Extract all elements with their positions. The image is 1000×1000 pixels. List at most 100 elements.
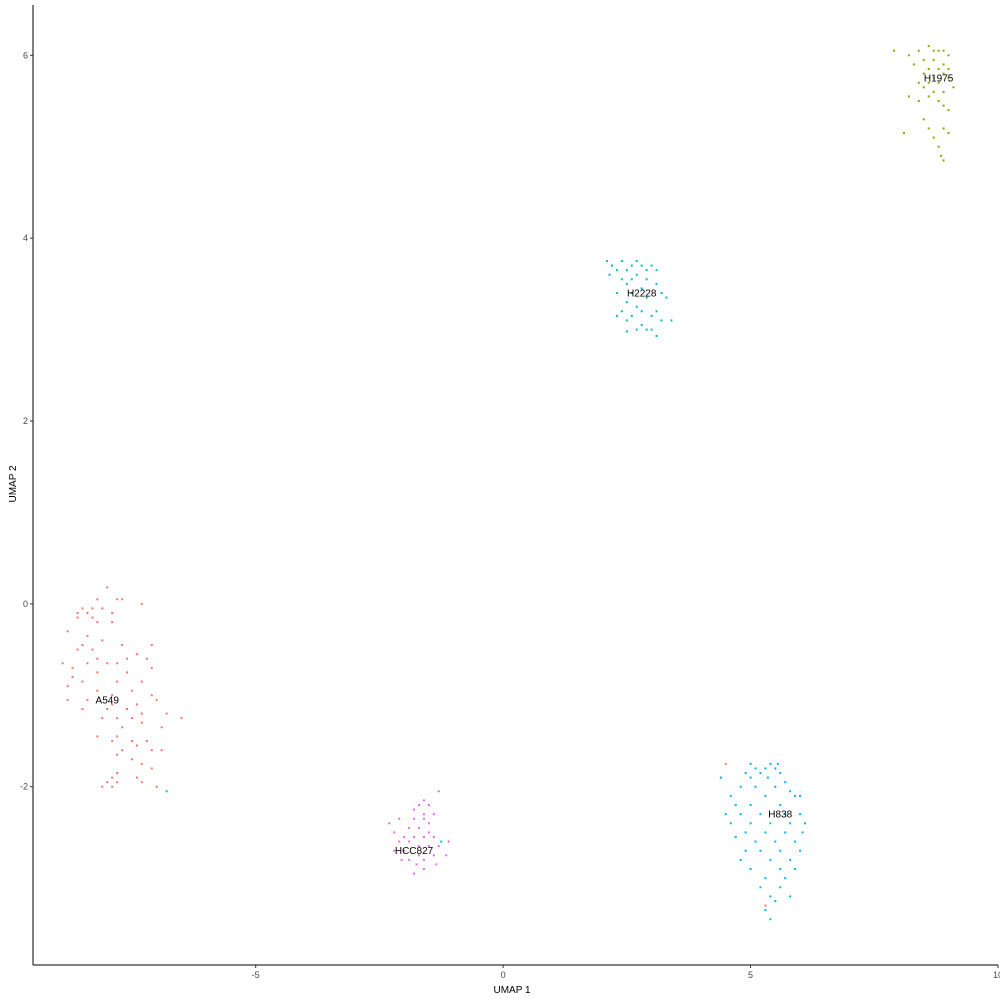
point-h2228 [625, 330, 628, 333]
point-a549 [121, 598, 124, 601]
point-hcc827 [408, 858, 411, 861]
point-h1975 [937, 145, 940, 148]
point-hcc827 [408, 840, 411, 843]
x-tick-label: -5 [252, 970, 260, 980]
point-a549 [86, 612, 89, 614]
point-a549 [111, 612, 114, 614]
point-h2228 [645, 296, 648, 299]
point-h1975 [932, 136, 935, 139]
point-a549 [140, 762, 143, 765]
point-a549 [81, 708, 84, 710]
x-tick-label: 10 [993, 970, 1000, 980]
point-h838 [779, 772, 782, 774]
point-h2228 [640, 287, 643, 290]
point-h2228 [630, 264, 633, 267]
point-h838 [774, 840, 777, 843]
point-a549 [96, 621, 99, 624]
point-a549 [150, 644, 153, 646]
point-hcc827 [413, 817, 416, 820]
point-h2228 [660, 319, 663, 322]
point-a549 [66, 630, 69, 633]
point-hcc827 [413, 808, 416, 811]
point-a549 [130, 758, 133, 761]
point-h838 [759, 772, 762, 774]
point-hcc827 [403, 836, 406, 838]
point-h2228 [630, 278, 633, 281]
point-h838 [789, 822, 792, 825]
y-tick-label: 2 [23, 416, 28, 426]
point-h838 [779, 804, 782, 806]
point-h838 [754, 785, 757, 788]
point-h2228 [655, 310, 658, 313]
point-h838 [789, 858, 792, 861]
point-h1975 [917, 49, 920, 52]
point-a549 [121, 644, 124, 646]
point-a549 [121, 749, 124, 752]
point-hcc827 [437, 845, 440, 848]
point-h1975 [937, 81, 940, 84]
point-outlier [724, 762, 727, 765]
point-h838 [749, 776, 752, 779]
point-a549 [130, 689, 133, 692]
point-h838 [729, 794, 732, 797]
point-h838 [764, 794, 767, 797]
point-h2228 [650, 328, 653, 331]
point-h2228 [625, 319, 628, 322]
point-a549 [111, 785, 114, 788]
point-h2228 [665, 296, 668, 299]
cluster-label-h838: H838 [768, 810, 792, 821]
point-outlier [440, 840, 443, 843]
point-h1975 [942, 127, 945, 130]
point-h838 [784, 831, 787, 834]
point-h1975 [947, 54, 950, 57]
point-h838 [739, 785, 742, 788]
point-h2228 [608, 273, 611, 276]
point-h1975 [947, 77, 950, 80]
x-tick-label: 5 [748, 970, 753, 980]
point-h838 [724, 813, 727, 816]
point-a549 [96, 735, 99, 738]
point-h1975 [947, 109, 950, 112]
cluster-labels: A549 HCC827 H2228 H1975 H838 [96, 74, 954, 858]
cluster-label-hcc827: HCC827 [395, 846, 434, 857]
point-a549 [130, 717, 133, 720]
point-h2228 [611, 264, 613, 267]
point-h2228 [635, 328, 638, 331]
point-hcc827 [418, 845, 420, 848]
point-h838 [734, 836, 737, 838]
point-h1975 [932, 77, 935, 80]
point-h1975 [932, 58, 935, 61]
point-a549 [135, 653, 138, 656]
point-hcc827 [427, 845, 430, 848]
point-hcc827 [413, 836, 416, 838]
point-h2228 [640, 310, 643, 313]
point-h1975 [942, 49, 945, 52]
point-h1975 [922, 72, 925, 75]
x-axis-ticks: -5 0 5 10 [252, 965, 1000, 980]
point-a549 [116, 680, 119, 683]
point-a549 [130, 740, 133, 742]
point-h838 [779, 868, 782, 870]
y-axis-ticks: -2 0 2 4 6 [20, 50, 33, 792]
point-h1975 [937, 100, 940, 102]
point-hcc827 [447, 840, 450, 843]
point-h1975 [942, 63, 945, 66]
point-h1975 [917, 100, 920, 102]
point-h2228 [620, 278, 623, 281]
point-h2228 [670, 319, 673, 322]
point-a549 [165, 712, 168, 715]
point-hcc827 [418, 854, 420, 857]
point-h2228 [655, 269, 658, 272]
point-h1975 [947, 68, 950, 70]
point-h838 [779, 849, 782, 852]
point-a549 [106, 781, 109, 784]
point-h2228 [615, 314, 618, 317]
y-tick-label: 6 [23, 50, 28, 60]
point-a549 [76, 616, 79, 619]
point-h2228 [635, 273, 638, 276]
point-a549 [71, 666, 74, 669]
point-hcc827 [422, 799, 425, 802]
point-h2228 [655, 282, 658, 285]
point-a549 [96, 598, 99, 601]
point-a549 [91, 607, 94, 610]
